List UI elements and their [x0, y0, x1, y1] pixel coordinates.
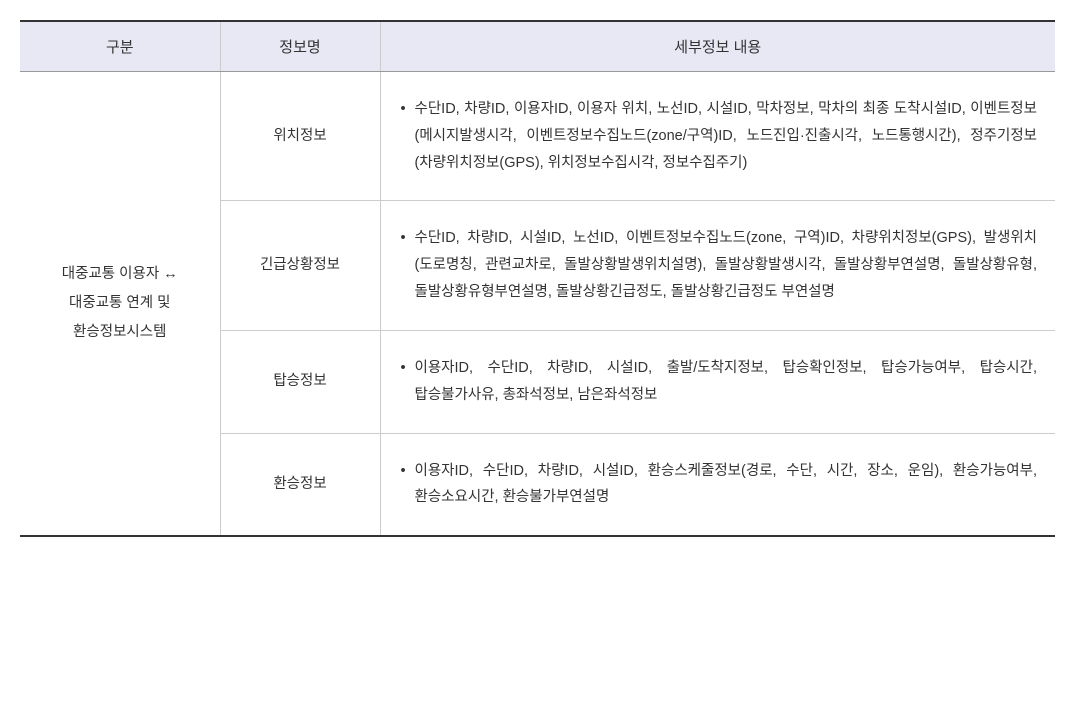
infoname-cell: 탑승정보: [220, 330, 380, 433]
detail-item: 수단ID, 차량ID, 이용자ID, 이용자 위치, 노선ID, 시설ID, 막…: [399, 96, 1038, 176]
header-row: 구분 정보명 세부정보 내용: [20, 21, 1055, 72]
infoname-cell: 위치정보: [220, 72, 380, 201]
detail-list: 이용자ID, 수단ID, 차량ID, 시설ID, 환승스케줄정보(경로, 수단,…: [399, 458, 1038, 512]
info-table: 구분 정보명 세부정보 내용 대중교통 이용자 ↔ 대중교통 연계 및 환승정보…: [20, 20, 1055, 537]
detail-cell: 수단ID, 차량ID, 이용자ID, 이용자 위치, 노선ID, 시설ID, 막…: [380, 72, 1055, 201]
detail-list: 수단ID, 차량ID, 시설ID, 노선ID, 이벤트정보수집노드(zone, …: [399, 225, 1038, 305]
header-infoname: 정보명: [220, 21, 380, 72]
detail-item: 이용자ID, 수단ID, 차량ID, 시설ID, 환승스케줄정보(경로, 수단,…: [399, 458, 1038, 512]
infoname-cell: 환승정보: [220, 433, 380, 536]
detail-cell: 수단ID, 차량ID, 시설ID, 노선ID, 이벤트정보수집노드(zone, …: [380, 201, 1055, 330]
infoname-cell: 긴급상황정보: [220, 201, 380, 330]
table-row: 대중교통 이용자 ↔ 대중교통 연계 및 환승정보시스템 위치정보 수단ID, …: [20, 72, 1055, 201]
category-line-1: 대중교통 이용자 ↔: [62, 266, 178, 282]
table-body: 대중교통 이용자 ↔ 대중교통 연계 및 환승정보시스템 위치정보 수단ID, …: [20, 72, 1055, 537]
detail-item: 이용자ID, 수단ID, 차량ID, 시설ID, 출발/도착지정보, 탑승확인정…: [399, 355, 1038, 409]
header-category: 구분: [20, 21, 220, 72]
info-table-container: 구분 정보명 세부정보 내용 대중교통 이용자 ↔ 대중교통 연계 및 환승정보…: [20, 20, 1055, 537]
detail-cell: 이용자ID, 수단ID, 차량ID, 시설ID, 출발/도착지정보, 탑승확인정…: [380, 330, 1055, 433]
detail-item: 수단ID, 차량ID, 시설ID, 노선ID, 이벤트정보수집노드(zone, …: [399, 225, 1038, 305]
category-cell: 대중교통 이용자 ↔ 대중교통 연계 및 환승정보시스템: [20, 72, 220, 537]
detail-list: 수단ID, 차량ID, 이용자ID, 이용자 위치, 노선ID, 시설ID, 막…: [399, 96, 1038, 176]
header-detail: 세부정보 내용: [380, 21, 1055, 72]
detail-cell: 이용자ID, 수단ID, 차량ID, 시설ID, 환승스케줄정보(경로, 수단,…: [380, 433, 1055, 536]
category-line-2: 대중교통 연계 및: [69, 295, 170, 311]
table-header: 구분 정보명 세부정보 내용: [20, 21, 1055, 72]
category-line-3: 환승정보시스템: [73, 324, 166, 340]
detail-list: 이용자ID, 수단ID, 차량ID, 시설ID, 출발/도착지정보, 탑승확인정…: [399, 355, 1038, 409]
